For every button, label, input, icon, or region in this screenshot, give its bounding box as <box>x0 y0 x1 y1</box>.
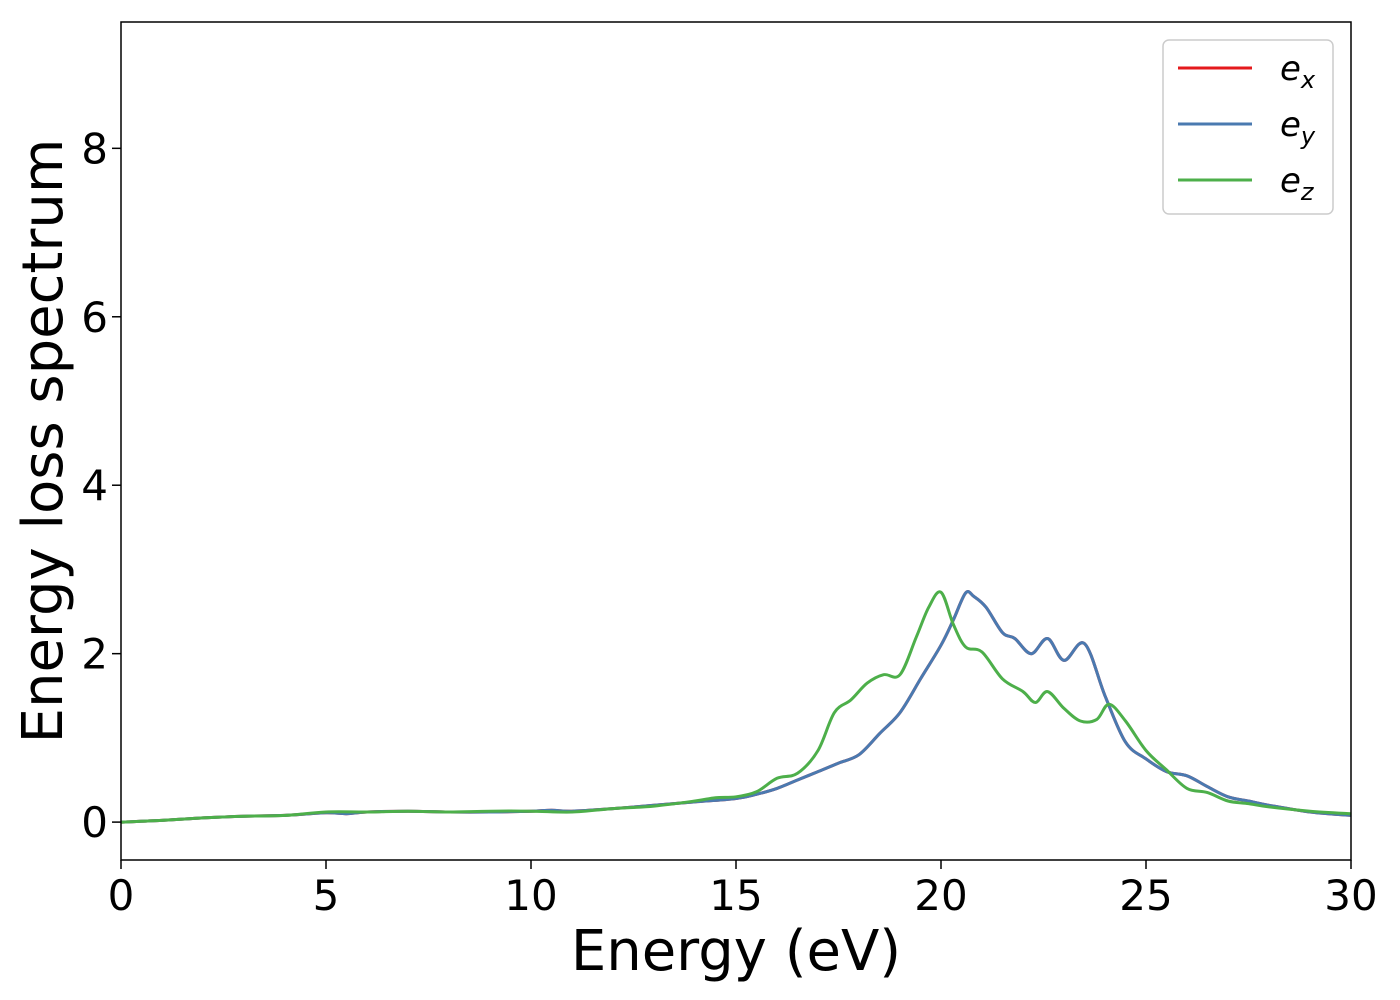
x-axis: 0 5 10 15 20 25 30 <box>108 860 1378 920</box>
y-axis-label: Energy loss spectrum <box>11 139 76 744</box>
x-tick-label: 25 <box>1119 871 1172 920</box>
series-line-z <box>120 590 1352 824</box>
x-tick-label: 10 <box>504 871 557 920</box>
y-tick-label: 6 <box>81 293 108 342</box>
y-axis: 0 2 4 6 8 <box>81 124 121 847</box>
x-tick-label: 15 <box>709 871 762 920</box>
series-layer <box>120 590 1352 824</box>
y-tick-label: 8 <box>81 124 108 173</box>
y-tick-label: 2 <box>81 630 108 679</box>
x-axis-label: Energy (eV) <box>571 919 901 984</box>
legend-box <box>1162 39 1334 215</box>
y-tick-label: 0 <box>81 798 108 847</box>
series-line-x <box>120 590 1352 824</box>
y-tick-label: 4 <box>81 461 108 510</box>
x-tick-label: 30 <box>1324 871 1377 920</box>
x-tick-label: 0 <box>108 871 135 920</box>
x-tick-label: 5 <box>313 871 340 920</box>
x-tick-label: 20 <box>914 871 967 920</box>
series-line-y <box>120 590 1352 824</box>
